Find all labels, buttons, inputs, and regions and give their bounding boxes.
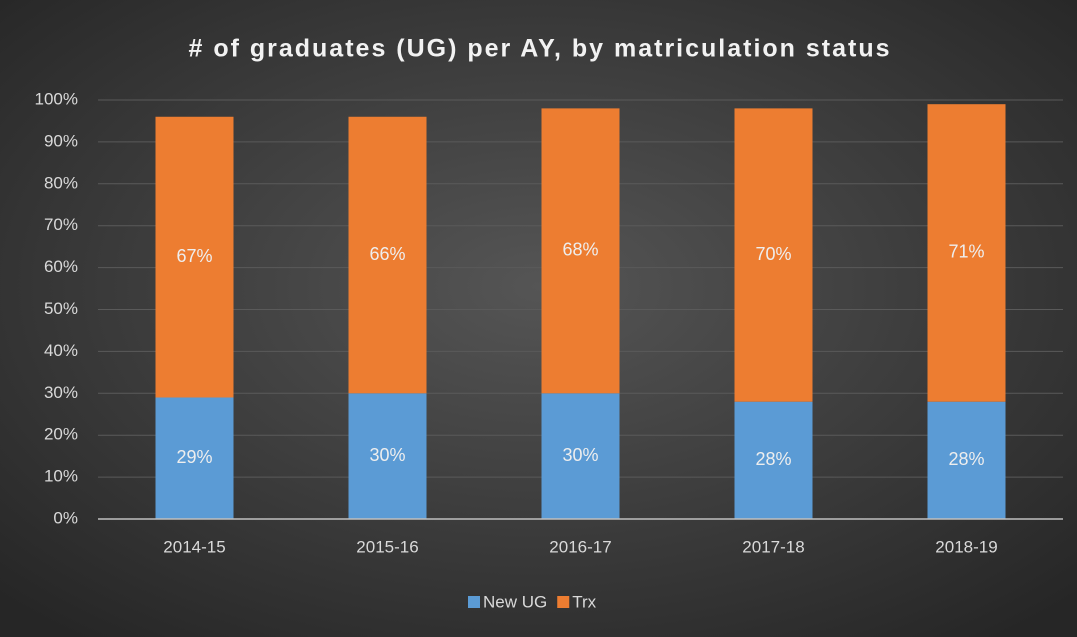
- legend-label: New UG: [483, 592, 547, 611]
- bar-segment: [348, 393, 427, 519]
- x-tick-label: 2014-15: [163, 537, 225, 556]
- legend-swatch: [468, 596, 480, 608]
- legend-swatch: [557, 596, 570, 608]
- x-tick-label: 2016-17: [549, 537, 611, 556]
- bar-segment: [927, 104, 1006, 402]
- data-label: 29%: [176, 447, 212, 467]
- data-label: 66%: [369, 244, 405, 264]
- bar-segment: [541, 108, 620, 394]
- bar-segment: [155, 397, 234, 519]
- y-tick-label: 90%: [44, 131, 78, 150]
- bar-segment: [927, 401, 1006, 519]
- data-label: 30%: [369, 445, 405, 465]
- bar-segment: [155, 116, 234, 398]
- data-label: 71%: [948, 242, 984, 262]
- bar-segment: [348, 116, 427, 394]
- y-tick-label: 30%: [44, 383, 78, 402]
- data-label: 70%: [755, 244, 791, 264]
- x-tick-label: 2017-18: [742, 537, 804, 556]
- bar-segment: [734, 108, 813, 402]
- y-tick-label: 100%: [35, 89, 78, 108]
- data-label: 68%: [562, 240, 598, 260]
- bar-segment: [541, 393, 620, 519]
- y-tick-label: 20%: [44, 425, 78, 444]
- y-tick-label: 40%: [44, 341, 78, 360]
- data-label: 67%: [176, 246, 212, 266]
- data-label: 30%: [562, 445, 598, 465]
- y-tick-label: 80%: [44, 173, 78, 192]
- y-tick-label: 50%: [44, 299, 78, 318]
- data-label: 28%: [755, 449, 791, 469]
- x-tick-label: 2015-16: [356, 537, 418, 556]
- data-label: 28%: [948, 449, 984, 469]
- y-tick-label: 60%: [44, 257, 78, 276]
- chart-title: # of graduates (UG) per AY, by matricula…: [188, 35, 891, 63]
- x-tick-label: 2018-19: [935, 537, 997, 556]
- y-tick-label: 0%: [53, 508, 78, 527]
- y-tick-label: 10%: [44, 467, 78, 486]
- bar-segment: [734, 401, 813, 519]
- y-tick-label: 70%: [44, 215, 78, 234]
- legend-label: Trx: [572, 592, 596, 611]
